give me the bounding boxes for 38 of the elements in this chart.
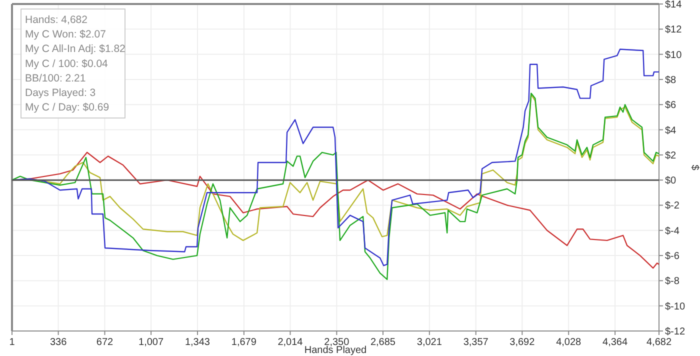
x-tick-label: 2,685 <box>370 337 396 348</box>
y-tick-label: $8 <box>665 74 677 86</box>
x-tick-label: 3,357 <box>463 337 489 348</box>
y-tick-label: $2 <box>665 150 677 162</box>
annotation: Hands: 4,682 <box>25 14 88 26</box>
annotation: BB/100: 2.21 <box>25 72 86 84</box>
x-tick-label: 4,364 <box>602 337 628 348</box>
y-tick-label: $-8 <box>665 276 680 288</box>
annotation: My C / 100: $0.04 <box>25 58 108 70</box>
y-tick-label: $14 <box>665 0 682 10</box>
annotation: My C / Day: $0.69 <box>25 102 110 114</box>
x-tick-label: 672 <box>96 337 114 348</box>
y-axis-title: $ <box>689 164 700 171</box>
annotation: Days Played: 3 <box>25 87 96 99</box>
x-tick-label: 3,021 <box>416 337 442 348</box>
x-axis-title: Hands Played <box>304 345 367 356</box>
x-tick-label: 1 <box>9 337 16 348</box>
y-tick-label: $0 <box>665 176 677 187</box>
x-tick-label: 4,028 <box>556 337 582 348</box>
x-tick-label: 1,679 <box>231 337 257 348</box>
y-tick-label: $-2 <box>665 200 680 212</box>
y-tick-label: $4 <box>665 125 677 136</box>
x-tick-label: 336 <box>50 337 68 348</box>
x-tick-label: 1,007 <box>138 337 164 348</box>
y-tick-label: $10 <box>665 50 682 61</box>
annotation: My C All-In Adj: $1.82 <box>25 43 126 56</box>
x-tick-label: 2,014 <box>278 337 304 348</box>
x-tick-label: 2,350 <box>324 337 350 348</box>
x-tick-label: 4,682 <box>646 337 672 348</box>
y-tick-label: $-10 <box>665 301 686 312</box>
y-tick-label: $6 <box>665 100 677 112</box>
y-tick-label: $-6 <box>665 251 680 262</box>
x-tick-label: 1,343 <box>184 337 210 348</box>
x-tick-label: 3,692 <box>510 337 536 348</box>
y-tick-label: $-12 <box>665 326 686 338</box>
y-tick-label: $12 <box>665 24 682 36</box>
y-tick-label: $-4 <box>665 226 680 237</box>
annotation: My C Won: $2.07 <box>25 28 106 41</box>
